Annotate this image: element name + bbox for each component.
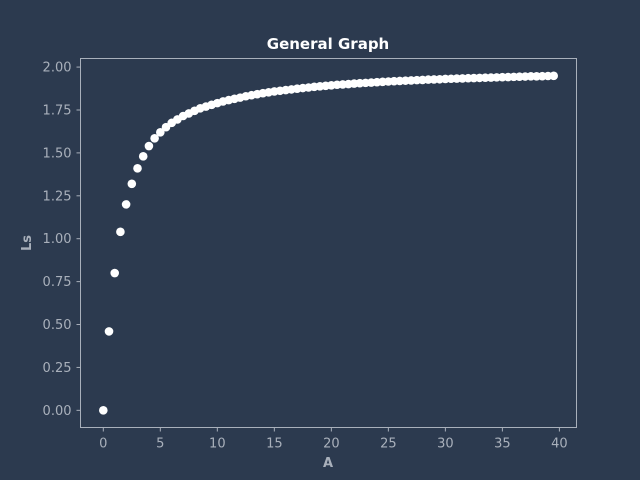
data-point <box>99 406 108 415</box>
x-tick-label: 25 <box>380 437 397 452</box>
x-tick-label: 15 <box>266 437 283 452</box>
data-point <box>133 164 142 173</box>
y-tick-label: 0.00 <box>43 404 72 419</box>
x-tick-label: 20 <box>323 437 340 452</box>
scatter-series <box>99 71 558 415</box>
y-tick-label: 0.25 <box>43 361 72 376</box>
y-tick-label: 2.00 <box>43 61 72 76</box>
plot-frame <box>80 58 577 428</box>
x-tick-label: 40 <box>551 437 568 452</box>
chart-title: General Graph <box>267 35 389 53</box>
y-tick-label: 1.50 <box>43 146 72 161</box>
data-point <box>549 71 558 81</box>
data-point <box>110 268 120 278</box>
x-tick-label: 30 <box>437 437 454 452</box>
y-tick-label: 0.50 <box>43 318 72 333</box>
data-point <box>116 227 125 237</box>
x-axis: 0 5 10 15 20 25 30 35 40 <box>99 427 568 452</box>
data-point <box>121 200 131 209</box>
data-point <box>150 134 159 143</box>
x-tick-label: 35 <box>494 437 511 452</box>
y-tick-label: 1.00 <box>43 232 72 247</box>
data-point <box>144 141 154 151</box>
y-tick-label: 1.25 <box>43 189 72 204</box>
data-point <box>156 128 165 137</box>
x-tick-label: 0 <box>99 437 107 452</box>
y-tick-label: 0.75 <box>43 275 72 290</box>
x-tick-label: 5 <box>156 437 164 452</box>
data-point <box>127 179 137 189</box>
y-tick-label: 1.75 <box>43 103 72 118</box>
y-axis-label: Ls <box>20 235 35 251</box>
data-point <box>138 152 148 161</box>
x-axis-label: A <box>323 456 333 471</box>
y-axis: 0.00 0.25 0.50 0.75 1.00 1.25 1.50 1.75 2.00 <box>43 61 81 419</box>
data-point <box>104 327 114 336</box>
x-tick-label: 10 <box>209 437 226 452</box>
